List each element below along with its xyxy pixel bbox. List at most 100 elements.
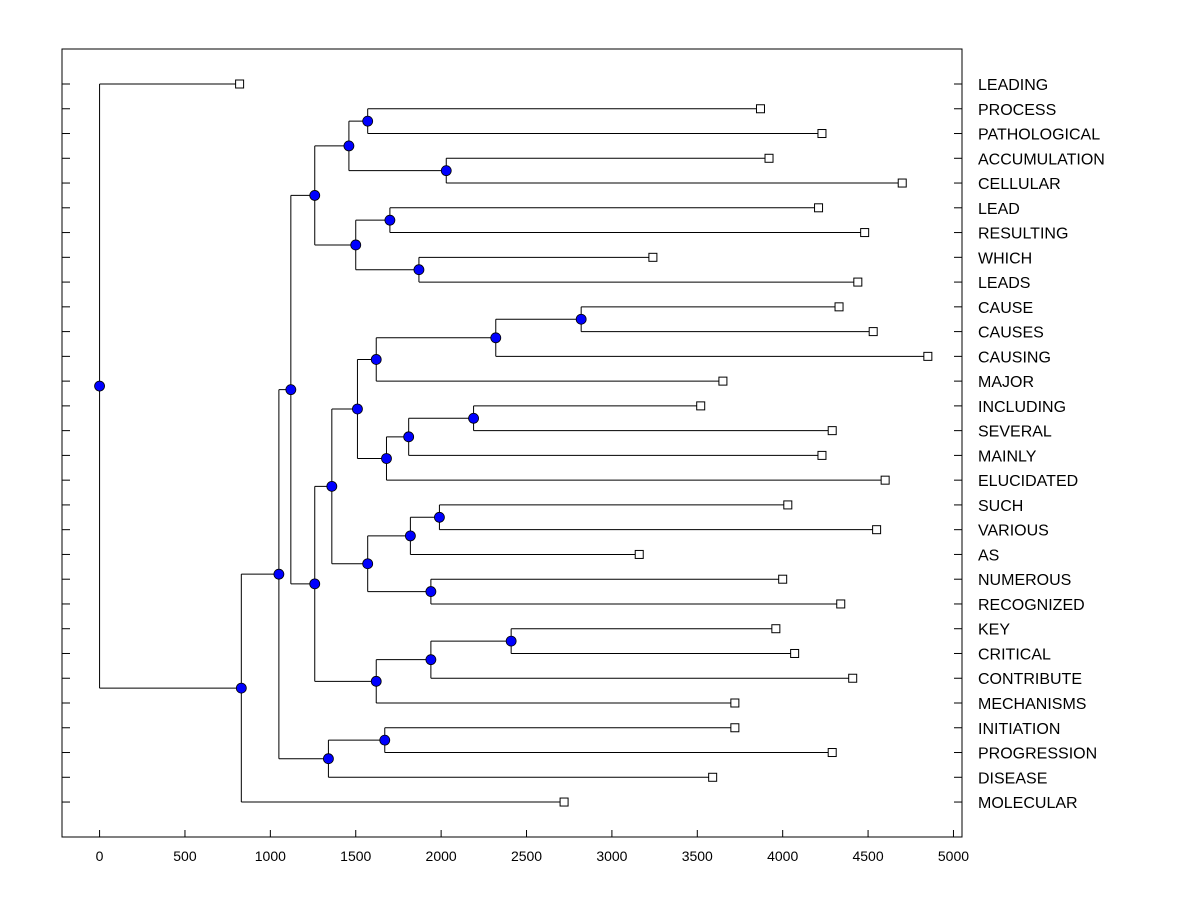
- leaf-label: PROGRESSION: [978, 746, 1097, 763]
- leaf-label: INITIATION: [978, 721, 1060, 738]
- merge-node: [323, 753, 334, 765]
- leaf-label: MECHANISMS: [978, 696, 1086, 713]
- leaf-marker: [853, 277, 863, 287]
- merge-node: [425, 654, 437, 666]
- leaf-marker: [783, 500, 793, 510]
- x-tick-label: 3000: [596, 848, 627, 864]
- merge-node: [326, 480, 338, 492]
- leaf-label: RECOGNIZED: [978, 597, 1085, 614]
- leaf-marker: [696, 401, 706, 411]
- merge-nodes: [94, 115, 587, 765]
- leaf-label: KEY: [978, 622, 1010, 639]
- leaf-label: CELLULAR: [978, 176, 1061, 193]
- leaf-marker: [827, 748, 837, 758]
- merge-node: [370, 354, 382, 365]
- merge-node: [490, 332, 502, 344]
- leaf-label: SEVERAL: [978, 424, 1052, 441]
- leaf-marker: [814, 203, 824, 213]
- merge-node: [379, 734, 391, 746]
- leaf-label: CONTRIBUTE: [978, 671, 1082, 688]
- merge-node: [403, 431, 415, 443]
- leaf-marker: [817, 450, 827, 460]
- leaf-label: LEADS: [978, 275, 1030, 292]
- leaf-marker: [834, 302, 844, 312]
- leaf-label: LEADING: [978, 77, 1048, 94]
- merge-node: [285, 384, 297, 396]
- leaf-label: ELUCIDATED: [978, 473, 1078, 490]
- merge-node: [343, 140, 355, 152]
- merge-node: [309, 190, 321, 201]
- merge-node: [362, 558, 374, 570]
- merge-node: [350, 239, 362, 251]
- leaf-marker: [923, 351, 933, 361]
- merge-node: [273, 568, 285, 580]
- leaf-label: MOLECULAR: [978, 795, 1078, 812]
- leaf-marker: [755, 104, 765, 114]
- dendrogram-links: [99, 83, 928, 803]
- leaf-label: RESULTING: [978, 226, 1068, 243]
- merge-node: [381, 453, 392, 464]
- leaf-marker: [817, 129, 827, 139]
- x-tick-label: 1500: [340, 848, 371, 864]
- leaf-label: PROCESS: [978, 102, 1056, 119]
- leaf-marker: [872, 525, 882, 535]
- leaf-marker: [790, 648, 800, 658]
- leaf-label: PATHOLOGICAL: [978, 127, 1100, 144]
- x-tick-label: 3500: [682, 848, 713, 864]
- leaf-label: ACCUMULATION: [978, 151, 1105, 168]
- merge-node: [370, 675, 382, 687]
- leaf-label: CAUSING: [978, 349, 1051, 366]
- x-tick-label: 1000: [255, 848, 286, 864]
- leaf-marker: [778, 574, 788, 584]
- merge-node: [468, 412, 479, 424]
- leaf-marker: [708, 772, 718, 782]
- x-tick-label: 5000: [938, 848, 969, 864]
- merge-node: [235, 682, 247, 694]
- merge-node: [384, 214, 396, 226]
- leaf-marker: [771, 624, 781, 634]
- leaf-marker: [897, 178, 907, 188]
- plot-frame: [61, 48, 963, 838]
- merge-node: [425, 586, 437, 597]
- leaf-marker: [836, 599, 846, 609]
- leaf-label: SUCH: [978, 498, 1023, 515]
- merge-node: [440, 165, 452, 177]
- leaf-marker: [860, 228, 870, 238]
- x-tick-label: 4000: [767, 848, 798, 864]
- leaf-label: CAUSE: [978, 300, 1033, 317]
- x-tick-label: 2500: [511, 848, 542, 864]
- leaf-marker: [827, 426, 837, 436]
- leaf-label: LEAD: [978, 201, 1020, 218]
- leaf-marker: [730, 698, 740, 708]
- leaf-marker: [235, 79, 245, 89]
- leaf-label: CRITICAL: [978, 646, 1051, 663]
- x-tick-label: 0: [96, 848, 104, 864]
- leaf-marker: [634, 549, 644, 559]
- leaf-marker: [718, 376, 728, 386]
- leaf-label: MAJOR: [978, 374, 1034, 391]
- leaf-marker: [880, 475, 890, 485]
- merge-node: [362, 115, 374, 127]
- x-tick-label: 500: [173, 848, 197, 864]
- merge-node: [413, 264, 425, 276]
- leaf-marker: [559, 797, 569, 807]
- merge-node: [505, 635, 517, 647]
- leaf-marker: [730, 723, 740, 733]
- leaf-label: MAINLY: [978, 448, 1037, 465]
- merge-node: [404, 530, 416, 542]
- merge-node: [575, 313, 587, 325]
- leaf-marker: [848, 673, 858, 683]
- leaf-label: WHICH: [978, 250, 1032, 267]
- leaf-label: INCLUDING: [978, 399, 1066, 416]
- leaf-marker: [868, 327, 878, 337]
- merge-node: [94, 380, 105, 392]
- merge-node: [434, 511, 445, 523]
- merge-node: [352, 403, 363, 415]
- leaf-label: DISEASE: [978, 770, 1047, 787]
- leaf-marker: [764, 153, 774, 163]
- x-tick-label: 2000: [426, 848, 457, 864]
- leaf-label: VARIOUS: [978, 523, 1049, 540]
- leaf-marker: [648, 252, 658, 262]
- leaf-label: NUMEROUS: [978, 572, 1071, 589]
